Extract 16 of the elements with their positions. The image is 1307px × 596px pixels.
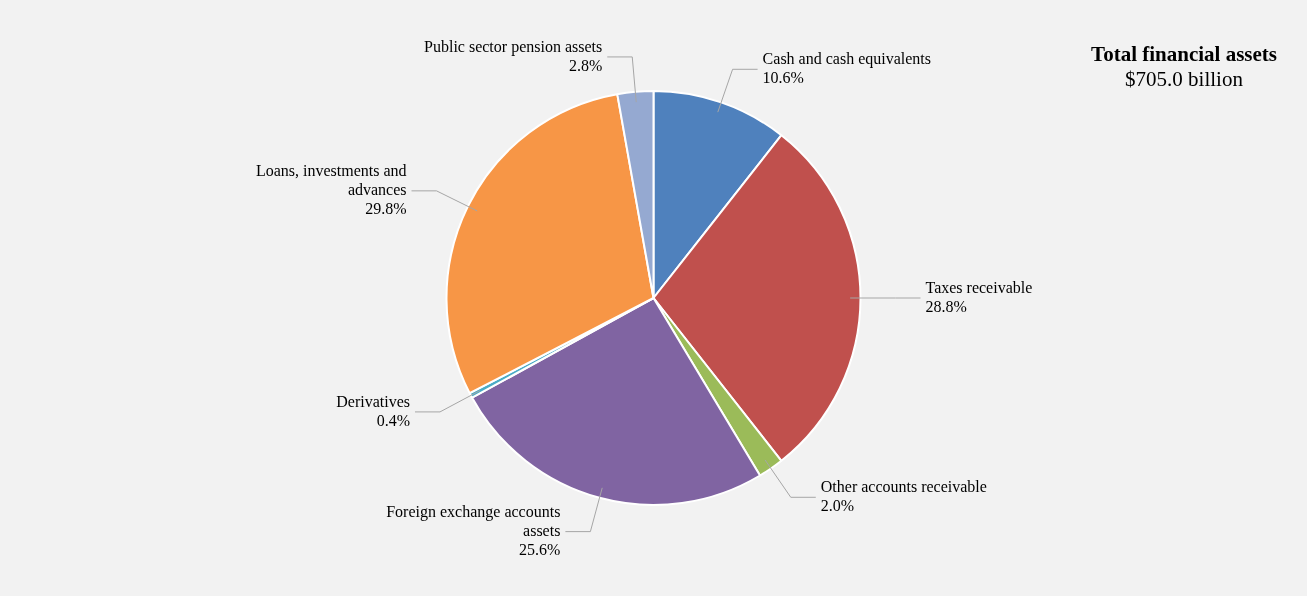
slice-label: Public sector pension assets (424, 37, 603, 56)
data-label: 2.8% (568, 56, 603, 74)
data-label: 29.8% (365, 200, 407, 218)
slice-label: Taxes receivable (925, 278, 1033, 296)
slice-label: Foreign exchange accounts assets (386, 502, 561, 539)
slice-label: Derivatives (336, 392, 410, 410)
data-label: 2.0% (820, 497, 855, 514)
data-label: 28.8% (925, 297, 967, 315)
data-label: 0.4% (376, 411, 410, 429)
slice-label: Loans, investments and advances (255, 162, 407, 199)
text: $705.0 billion (1124, 67, 1244, 92)
slice-label: Other accounts receivable (820, 478, 987, 495)
slice-label: Cash and cash equivalents (762, 50, 932, 68)
data-label: 10.6% (762, 69, 804, 86)
text: Total financial assets (1091, 42, 1277, 67)
data-label: 25.6% (519, 540, 561, 558)
